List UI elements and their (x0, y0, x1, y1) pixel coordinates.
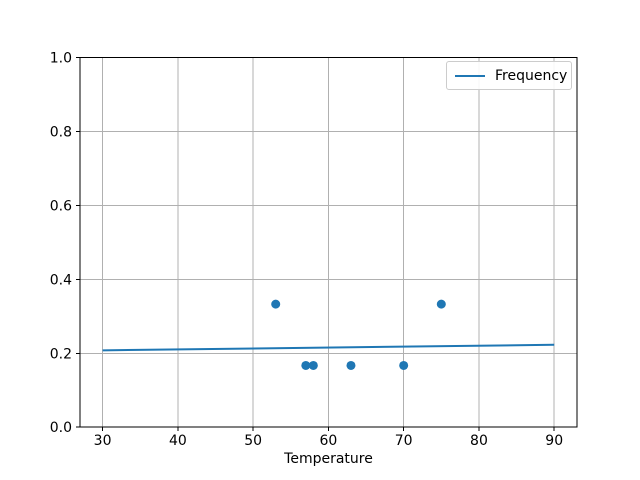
x-tick-label: 30 (94, 433, 112, 449)
y-tick-label: 0.2 (50, 346, 72, 362)
frequency-trend-line (102, 343, 555, 352)
scatter-point (308, 360, 318, 370)
y-tick-label: 0.0 (50, 420, 72, 436)
x-tick-label: 90 (545, 433, 563, 449)
y-tick-label: 0.8 (50, 125, 72, 141)
x-tick-label: 50 (244, 433, 262, 449)
scatter-point (399, 360, 409, 370)
scatter-point (301, 360, 311, 370)
y-tick-label: 1.0 (50, 51, 72, 67)
x-tick-label: 40 (169, 433, 187, 449)
scatter-point (271, 299, 281, 309)
legend-line-icon (455, 74, 485, 77)
x-tick-label: 60 (319, 433, 337, 449)
y-tick-label: 0.6 (50, 198, 72, 214)
legend-label: Frequency (495, 67, 568, 84)
x-tick-label: 80 (470, 433, 488, 449)
x-axis-label: Temperature (284, 451, 373, 467)
y-tick-label: 0.4 (50, 272, 72, 288)
x-tick-label: 70 (395, 433, 413, 449)
scatter-point (436, 299, 446, 309)
scatter-point (346, 360, 356, 370)
legend: Frequency (446, 61, 572, 90)
